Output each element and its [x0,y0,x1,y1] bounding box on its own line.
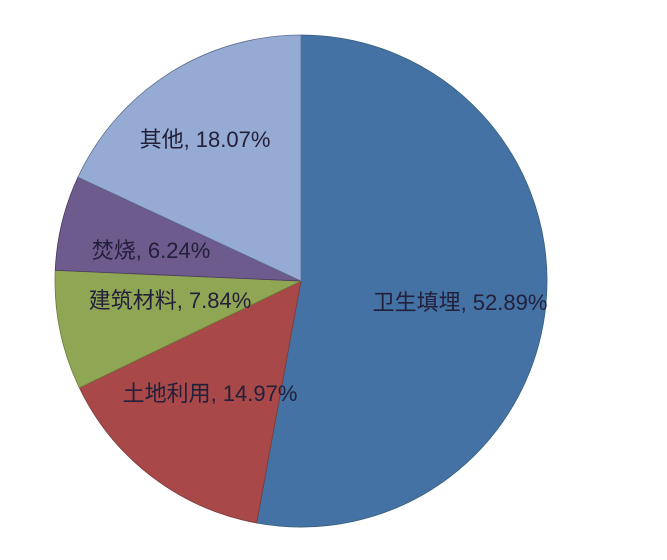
svg-text:焚烧, 6.24%: 焚烧, 6.24% [92,238,211,263]
svg-text:土地利用, 14.97%: 土地利用, 14.97% [123,381,298,406]
svg-text:卫生填埋, 52.89%: 卫生填埋, 52.89% [373,290,548,315]
svg-text:建筑材料, 7.84%: 建筑材料, 7.84% [89,288,252,313]
svg-text:其他, 18.07%: 其他, 18.07% [140,127,271,152]
